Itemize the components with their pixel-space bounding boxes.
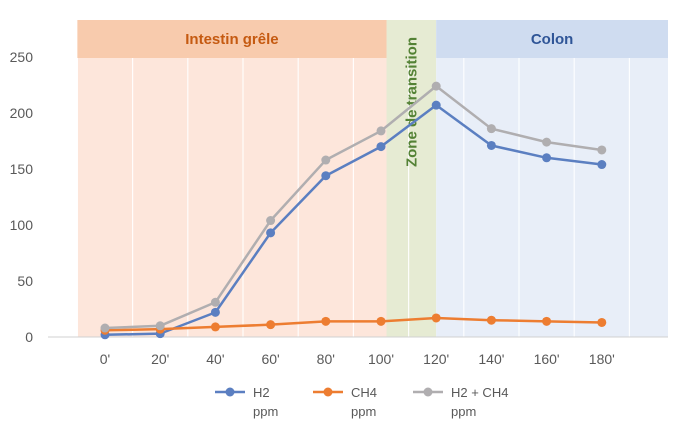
legend-label-0: H2 bbox=[253, 385, 270, 400]
data-point bbox=[486, 140, 496, 150]
zone-label-0: Intestin grêle bbox=[185, 31, 278, 48]
zone-area-0 bbox=[77, 20, 387, 337]
data-point bbox=[266, 320, 276, 330]
data-point bbox=[486, 124, 496, 134]
x-tick-label: 100' bbox=[368, 351, 394, 367]
zone-label-2: Colon bbox=[531, 31, 574, 48]
legend-unit-0: ppm bbox=[253, 404, 278, 419]
data-point bbox=[266, 216, 276, 226]
legend-marker-2 bbox=[423, 387, 433, 397]
x-tick-label: 20' bbox=[151, 351, 169, 367]
zone-area-2 bbox=[436, 20, 668, 337]
x-tick-label: 120' bbox=[423, 351, 449, 367]
y-axis: 0 50 100 150 200 250 bbox=[10, 49, 34, 345]
series-line-0 bbox=[104, 103, 602, 337]
zone-header-2 bbox=[436, 20, 668, 58]
x-tick-label: 160' bbox=[534, 351, 560, 367]
data-point bbox=[431, 313, 441, 323]
x-tick-label: 60' bbox=[261, 351, 279, 367]
x-axis: 0' 20' 40' 60' 80' 100' 120' 140' 160' 180' bbox=[100, 351, 615, 367]
data-point bbox=[597, 317, 607, 327]
data-point bbox=[266, 228, 276, 238]
data-point bbox=[597, 145, 607, 155]
y-tick-label: 0 bbox=[25, 329, 33, 345]
data-point bbox=[486, 315, 496, 325]
data-point bbox=[210, 322, 220, 332]
y-tick-label: 100 bbox=[10, 217, 34, 233]
y-tick-label: 250 bbox=[10, 49, 34, 65]
data-point bbox=[376, 126, 386, 136]
zone-area-1 bbox=[386, 20, 437, 337]
legend-unit-2: ppm bbox=[451, 404, 476, 419]
data-point bbox=[321, 171, 331, 181]
legend-label-1: CH4 bbox=[351, 385, 377, 400]
series-line-2 bbox=[104, 84, 602, 330]
zone-headers: Intestin grêle Zone de transition Colon bbox=[77, 20, 668, 167]
y-tick-label: 150 bbox=[10, 161, 34, 177]
legend-label-2: H2 + CH4 bbox=[451, 385, 508, 400]
zone-backgrounds bbox=[77, 20, 668, 337]
y-tick-label: 50 bbox=[17, 273, 33, 289]
data-series bbox=[100, 81, 607, 340]
data-point bbox=[542, 153, 552, 163]
legend: H2 ppm CH4 ppm H2 + CH4 ppm bbox=[215, 385, 508, 419]
data-point bbox=[597, 160, 607, 170]
x-tick-label: 140' bbox=[478, 351, 504, 367]
legend-unit-1: ppm bbox=[351, 404, 376, 419]
data-point bbox=[376, 316, 386, 326]
y-tick-label: 200 bbox=[10, 105, 34, 121]
data-point bbox=[542, 316, 552, 326]
data-point bbox=[100, 323, 110, 333]
data-point bbox=[431, 81, 441, 91]
series-line-1 bbox=[104, 316, 602, 332]
legend-marker-1 bbox=[323, 387, 333, 397]
x-tick-label: 40' bbox=[206, 351, 224, 367]
zone-label-1: Zone de transition bbox=[403, 37, 420, 167]
legend-marker-0 bbox=[225, 387, 235, 397]
x-tick-label: 80' bbox=[317, 351, 335, 367]
data-point bbox=[321, 316, 331, 326]
zone-header-0 bbox=[77, 20, 387, 58]
data-point bbox=[210, 307, 220, 317]
data-point bbox=[155, 321, 165, 331]
x-tick-label: 180' bbox=[589, 351, 615, 367]
x-tick-label: 0' bbox=[100, 351, 110, 367]
data-point bbox=[431, 100, 441, 110]
data-point bbox=[321, 155, 331, 165]
data-point bbox=[542, 137, 552, 147]
data-point bbox=[210, 297, 220, 307]
data-point bbox=[376, 142, 386, 152]
grid-lines bbox=[48, 58, 668, 338]
